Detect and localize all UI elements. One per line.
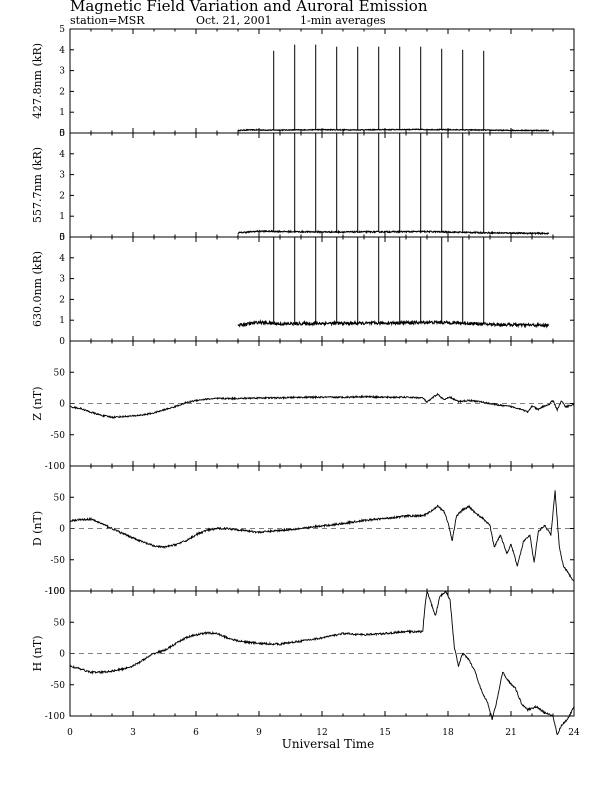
- y-tick-label: -50: [51, 431, 66, 441]
- y-tick-label: 50: [54, 493, 66, 503]
- y-tick-label: 1: [59, 212, 65, 222]
- x-tick-label: 0: [67, 728, 73, 738]
- y-axis-label: D (nT): [31, 511, 44, 546]
- panel-frame: [69, 132, 575, 238]
- series-line: [70, 392, 575, 419]
- y-tick-label: -100: [45, 712, 65, 722]
- x-tick-label: 15: [379, 728, 391, 738]
- series-line: [237, 128, 550, 132]
- figure-title: Magnetic Field Variation and Auroral Emi…: [70, 0, 428, 15]
- x-tick-label: 12: [316, 728, 327, 738]
- x-axis-label: Universal Time: [282, 737, 375, 751]
- station-label: station=MSR: [70, 14, 145, 27]
- panel-pZ: -100 -50 0 50 Z (nT): [31, 340, 575, 472]
- y-tick-label: 3: [59, 275, 65, 285]
- x-tick-labels: 0 3 6 9 12 15 18 21 24: [67, 728, 580, 738]
- y-tick-label: 0: [59, 129, 65, 139]
- x-tick-label: 21: [505, 728, 516, 738]
- x-tick-label: 3: [130, 728, 136, 738]
- y-tick-label: 5: [59, 129, 65, 139]
- y-axis-label: 630.0nm (kR): [31, 251, 44, 327]
- y-tick-label: 3: [59, 67, 65, 77]
- date-label: Oct. 21, 2001: [196, 14, 272, 27]
- y-tick-label: 0: [59, 233, 65, 243]
- y-tick-label: -50: [51, 556, 66, 566]
- panel-frame: [69, 28, 575, 134]
- panel-pH: -100 -50 0 50 100 H (nT): [31, 587, 575, 736]
- y-tick-label: 2: [59, 191, 65, 201]
- y-tick-label: 4: [59, 254, 65, 264]
- y-tick-label: 0: [59, 525, 65, 535]
- y-axis-label: 427.8nm (kR): [31, 43, 44, 119]
- series-line: [237, 318, 550, 329]
- series-line: [237, 229, 550, 236]
- x-tick-label: 24: [568, 728, 580, 738]
- y-axis-label: Z (nT): [31, 386, 44, 420]
- y-axis-label: 557.7nm (kR): [31, 147, 44, 223]
- series-line: [70, 490, 575, 582]
- x-tick-label: 6: [193, 728, 199, 738]
- y-tick-label: 5: [59, 25, 65, 35]
- panel-p5577: 0 1 2 3 4 5 557.7nm (kR): [31, 129, 575, 243]
- x-tick-label: 9: [256, 728, 262, 738]
- panel-pD: -100 -50 0 50 D (nT): [31, 465, 575, 597]
- panel-p4278: 0 1 2 3 4 5 427.8nm (kR): [31, 25, 575, 139]
- y-tick-label: -100: [45, 587, 65, 597]
- y-tick-label: 4: [59, 46, 65, 56]
- y-tick-label: 0: [59, 650, 65, 660]
- averaging-label: 1-min averages: [300, 14, 386, 27]
- y-tick-label: 5: [59, 233, 65, 243]
- y-tick-label: 3: [59, 171, 65, 181]
- y-tick-label: -50: [51, 681, 66, 691]
- y-tick-label: 0: [59, 400, 65, 410]
- y-tick-label: 1: [59, 316, 65, 326]
- y-tick-label: 2: [59, 87, 65, 97]
- y-tick-label: 2: [59, 295, 65, 305]
- y-axis-label: H (nT): [31, 635, 44, 671]
- y-tick-label: 4: [59, 150, 65, 160]
- y-tick-label: -100: [45, 462, 65, 472]
- y-tick-label: 50: [54, 618, 66, 628]
- y-tick-label: 100: [48, 587, 65, 597]
- y-tick-label: 0: [59, 337, 65, 347]
- y-tick-label: 1: [59, 108, 65, 118]
- x-tick-label: 18: [442, 728, 454, 738]
- series-line: [70, 590, 575, 736]
- panel-p6300: 0 1 2 3 4 5 630.0nm (kR): [31, 233, 575, 347]
- y-tick-label: 50: [54, 368, 66, 378]
